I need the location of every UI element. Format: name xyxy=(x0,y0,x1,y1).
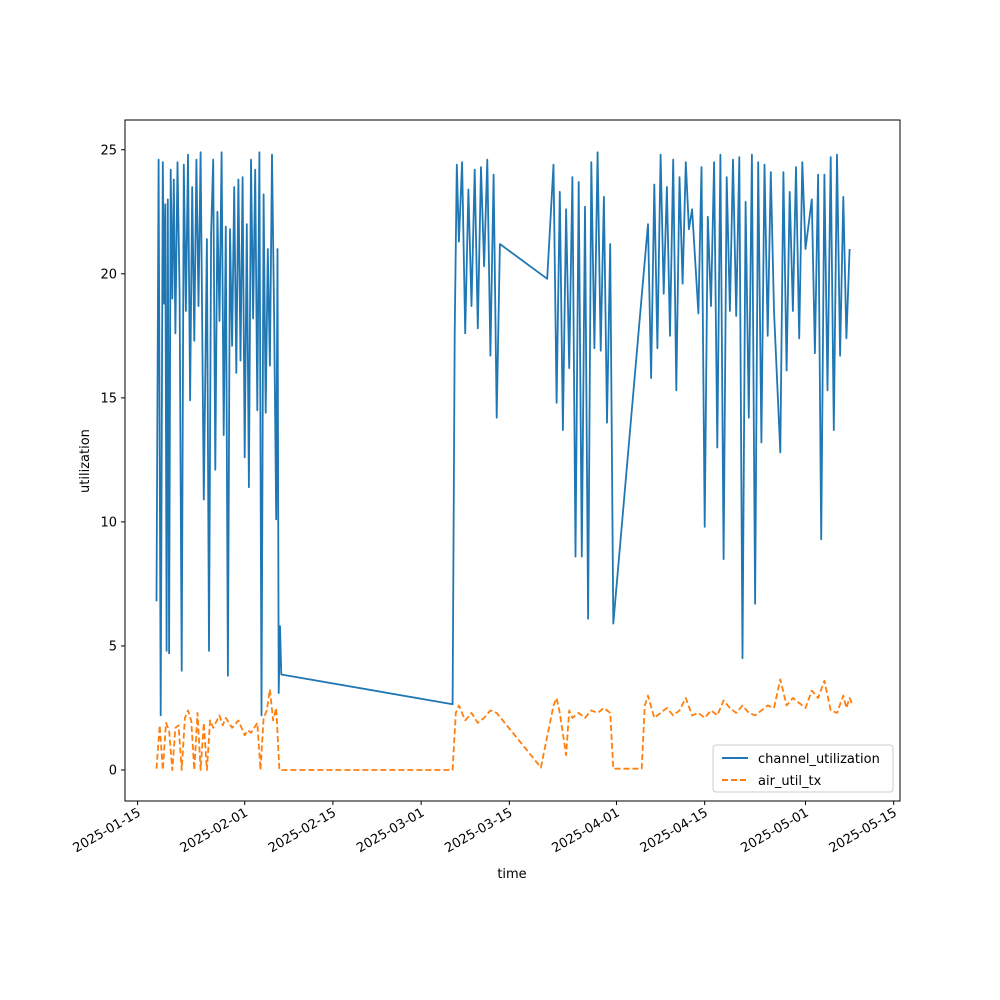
series-layer xyxy=(155,151,854,771)
y-tick-label: 20 xyxy=(100,267,117,282)
x-axis-label: time xyxy=(497,867,526,882)
y-tick-label: 5 xyxy=(109,639,117,654)
series-line-channel-utilization xyxy=(155,151,851,717)
y-tick-label: 10 xyxy=(100,515,117,530)
y-axis-label: utilization xyxy=(78,429,93,493)
series-line-air-util-tx xyxy=(155,678,854,771)
legend-label-channel-utilization: channel_utilization xyxy=(758,752,880,767)
legend-label-air-util-tx: air_util_tx xyxy=(758,774,822,789)
legend-box xyxy=(712,744,894,793)
legend: channel_utilization air_util_tx xyxy=(712,744,894,793)
y-tick-label: 0 xyxy=(109,763,117,778)
y-axis: 0 5 10 15 20 25 xyxy=(100,143,125,778)
plot-frame xyxy=(124,119,901,802)
y-tick-label: 15 xyxy=(100,391,117,406)
y-tick-label: 25 xyxy=(100,143,117,158)
